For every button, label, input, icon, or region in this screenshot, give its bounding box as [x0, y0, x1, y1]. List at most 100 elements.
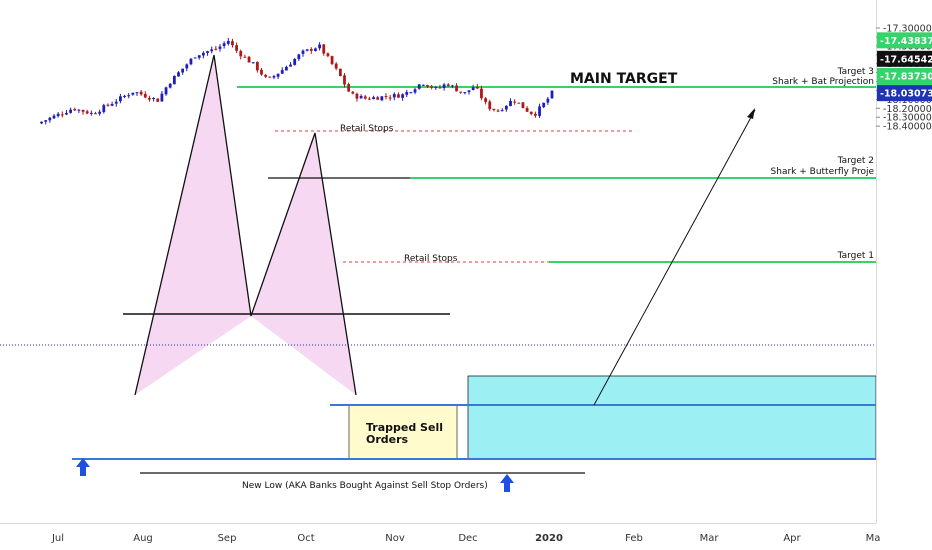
candle-bear: [525, 108, 529, 112]
candle-bear: [475, 86, 479, 89]
candle-bear: [235, 45, 238, 51]
candle-bear: [397, 94, 400, 98]
candle-bull: [417, 84, 421, 89]
new-low-label: New Low (AKA Banks Bought Against Sell S…: [242, 481, 488, 491]
candle-bear: [322, 44, 326, 54]
candle-bear: [81, 109, 85, 112]
candle-bull: [123, 95, 126, 97]
candle-bull: [305, 49, 309, 51]
candle-bear: [338, 68, 342, 76]
candle-bear: [363, 96, 367, 99]
candle-bear: [264, 74, 268, 77]
up-arrow-right: [500, 474, 514, 492]
candle-bull: [177, 72, 180, 77]
time-tick-label: Sep: [218, 533, 237, 544]
candle-bear: [492, 108, 496, 111]
time-tick-label: Mar: [700, 533, 720, 544]
candle-bear: [243, 56, 247, 58]
price-tag-bg: [877, 50, 932, 67]
target2-title: Target 2: [837, 156, 874, 166]
candle-bear: [73, 109, 77, 111]
candle-bull: [56, 113, 60, 117]
candle-bull: [185, 64, 189, 69]
candle-bull: [421, 84, 425, 86]
candle-bull: [434, 87, 438, 89]
candle-bear: [484, 98, 487, 102]
candle-bull: [380, 96, 384, 101]
candle-bull: [546, 98, 550, 103]
candle-bull: [193, 57, 197, 59]
candle-bear: [513, 101, 517, 103]
candle-bear: [334, 63, 338, 69]
candle-bull: [89, 112, 93, 114]
candle-bull: [98, 111, 102, 114]
candle-bull: [135, 92, 139, 94]
candle-bull: [160, 93, 164, 102]
candle-bull: [114, 101, 118, 104]
candle-bear: [355, 93, 359, 99]
price-tag-label: -17.43837: [880, 36, 932, 47]
candle-bull: [372, 97, 375, 100]
price-tick-label: -18.40000: [883, 122, 932, 133]
pink-pattern-left: [135, 55, 251, 395]
candle-bull: [206, 51, 209, 53]
candle-bear: [376, 97, 380, 100]
candle-bull: [359, 95, 363, 99]
candle-bear: [255, 62, 259, 71]
time-tick-label: Jul: [51, 533, 64, 544]
candle-bull: [314, 48, 317, 52]
pink-pattern-right: [251, 133, 356, 395]
candle-bear: [529, 111, 533, 114]
candle-bull: [69, 109, 72, 113]
candle-bull: [276, 73, 280, 77]
candle-bull: [189, 58, 193, 65]
candle-bear: [156, 98, 160, 102]
projection-arrow-line: [593, 109, 756, 406]
candle-bear: [309, 49, 313, 51]
price-tick-label: -18.30000: [883, 113, 932, 124]
candle-bear: [330, 56, 334, 64]
price-tag-bg: [877, 32, 932, 49]
candle-bull: [504, 105, 508, 110]
candle-bull: [401, 94, 404, 98]
candle-bull: [168, 83, 172, 88]
candle-bear: [426, 85, 429, 87]
candle-bear: [139, 91, 143, 95]
price-tick-label: -17.30000: [883, 24, 932, 35]
candle-bull: [409, 92, 413, 94]
candle-bear: [351, 91, 355, 94]
price-tag-label: -17.64542: [880, 54, 932, 65]
candle-bear: [247, 56, 251, 63]
zones-layer: [135, 55, 877, 460]
candle-bull: [550, 90, 554, 99]
candle-bull: [201, 52, 205, 56]
candle-bull: [280, 70, 284, 74]
time-tick-label: Dec: [458, 533, 477, 544]
target3-title: Target 3: [837, 67, 874, 77]
retail-stops-label-2: Retail Stops: [404, 254, 458, 264]
candle-bull: [40, 121, 43, 124]
up-arrow-right-icon: [500, 474, 514, 492]
candle-bull: [65, 112, 68, 115]
price-tag-label: -17.83730: [880, 71, 932, 82]
candle-bear: [60, 114, 64, 116]
candle-bull: [500, 110, 504, 112]
candle-bear: [231, 41, 234, 46]
candle-bear: [430, 86, 434, 88]
candle-bull: [251, 62, 255, 64]
candle-bear: [446, 84, 450, 87]
candle-bull: [538, 106, 541, 116]
candle-bull: [297, 54, 301, 60]
candle-bear: [239, 50, 243, 57]
candle-bull: [110, 103, 114, 106]
candle-bull: [172, 75, 176, 85]
time-tick-label: 2020: [535, 533, 563, 544]
price-tick-label: -18.20000: [883, 104, 932, 115]
candle-bull: [102, 105, 106, 113]
candle-bear: [268, 76, 272, 78]
pattern-layer: [134, 54, 756, 406]
main-target-label: MAIN TARGET: [570, 71, 678, 87]
candle-bull: [52, 115, 56, 119]
time-axis[interactable]: Jul Aug Sep Oct Nov Dec 2020 Feb Mar Apr Ma: [0, 523, 880, 545]
